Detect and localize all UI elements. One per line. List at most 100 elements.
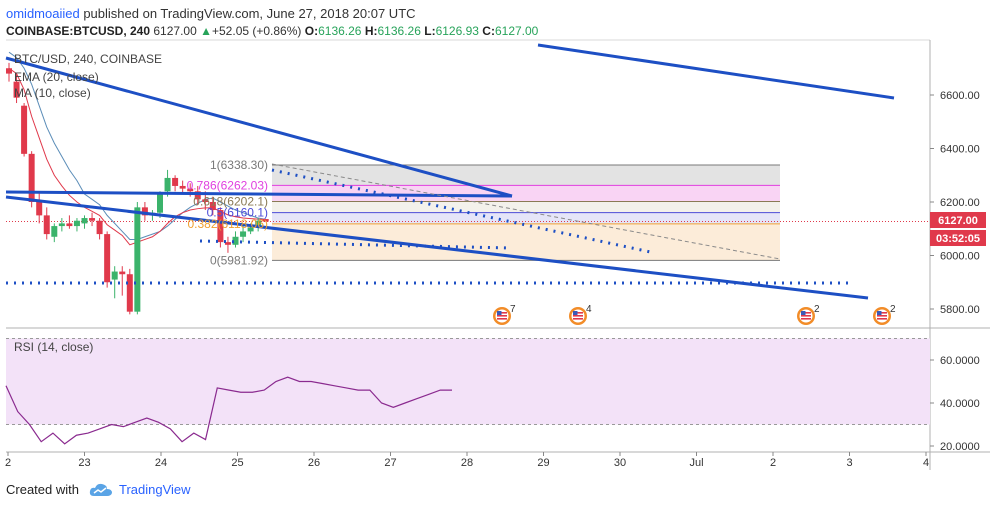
candle-body xyxy=(51,226,58,237)
countdown-tag xyxy=(930,230,986,246)
last-price-tag xyxy=(930,212,986,228)
flag-stripe xyxy=(877,312,887,314)
candle-body xyxy=(172,177,179,186)
event-badges[interactable]: 7 4 2 2 xyxy=(493,304,896,325)
candle-body xyxy=(134,207,141,312)
flag-stripe xyxy=(877,315,887,317)
time-tick-label: Jul xyxy=(689,457,703,469)
open-label: O: xyxy=(304,24,319,38)
high-value: 6136.26 xyxy=(377,24,421,38)
flag-stripe xyxy=(801,312,811,314)
candle-body xyxy=(28,153,35,202)
candle-body xyxy=(111,271,118,280)
fib-zone xyxy=(272,201,780,213)
time-tick-label: 2 xyxy=(770,457,776,469)
rsi-line xyxy=(5,376,452,445)
low-value: 6126.93 xyxy=(435,24,479,38)
time-tick-label: 26 xyxy=(308,457,320,469)
tradingview-brand-link[interactable]: TradingView xyxy=(118,482,191,497)
ma-legend: MA (10, close) xyxy=(14,86,91,100)
open-value: 6136.26 xyxy=(318,24,362,38)
event-count: 2 xyxy=(814,304,820,315)
candle-body xyxy=(6,68,12,74)
fib-zone xyxy=(272,212,780,224)
rsi-legend: RSI (14, close) xyxy=(14,340,94,354)
candle-body xyxy=(43,215,50,235)
fib-trend-line xyxy=(271,163,781,260)
tradingview-cloud-icon xyxy=(89,483,112,496)
candle-body xyxy=(240,231,247,237)
trend-line-upper[interactable] xyxy=(5,56,513,198)
dotted-line-diagonal[interactable] xyxy=(271,168,656,255)
time-tick-label: 23 xyxy=(78,457,90,469)
economic-event-icon[interactable]: 2 xyxy=(797,304,820,325)
countdown-text: 03:52:05 xyxy=(936,233,980,245)
publish-header: omidmoaiied published on TradingView.com… xyxy=(6,4,416,24)
trend-line-top-right[interactable] xyxy=(537,43,895,100)
candle-body xyxy=(179,185,186,189)
close-value: 6127.00 xyxy=(494,24,539,38)
fib-labels: 1(6338.30) 0.786(6262.03) 0.618(6202.1)0.5… xyxy=(187,158,268,267)
time-tick-label: 25 xyxy=(231,457,243,469)
candle-body xyxy=(89,218,96,221)
high-label: H: xyxy=(364,24,378,38)
economic-event-icon[interactable]: 7 xyxy=(493,304,516,325)
price-tick-label: 6200.00 xyxy=(940,197,980,209)
price-change: +52.05 (+0.86%) xyxy=(212,24,302,38)
candle-body xyxy=(194,191,201,200)
flag-stripe xyxy=(801,315,811,317)
price-tick-label: 6400.00 xyxy=(940,144,980,156)
fib-zone xyxy=(272,165,780,186)
candle-body xyxy=(96,220,103,235)
last-price-tag-text: 6127.00 xyxy=(938,215,978,227)
candle-body xyxy=(21,105,28,154)
candle-body xyxy=(13,81,20,98)
price-tick-label: 5800.00 xyxy=(940,304,980,316)
candle-body xyxy=(141,207,148,216)
trend-line-lower[interactable] xyxy=(5,195,869,300)
low-label: L: xyxy=(424,24,436,38)
footer: Created with TradingView xyxy=(6,482,191,497)
event-count: 2 xyxy=(890,304,896,315)
flag-stripe xyxy=(573,315,583,317)
flag-stripe xyxy=(497,312,507,314)
fib-level-label: 1(6338.30) xyxy=(210,158,268,172)
candle-body xyxy=(202,199,209,202)
rsi-band xyxy=(6,338,930,425)
price-tick-label: 6000.00 xyxy=(940,251,980,263)
candle-body xyxy=(73,220,80,227)
candle-body xyxy=(232,236,239,245)
event-count: 4 xyxy=(586,304,592,315)
time-tick-label: 2 xyxy=(5,457,11,469)
author-link[interactable]: omidmoaiied xyxy=(6,6,80,21)
close-label: C: xyxy=(482,24,495,38)
flag-stripe xyxy=(801,318,811,320)
price-tick-label: 6600.00 xyxy=(940,90,980,102)
economic-event-icon[interactable]: 4 xyxy=(569,304,592,325)
rsi-axis: 60.0000 40.0000 20.0000 xyxy=(930,355,980,453)
candle-body xyxy=(217,210,224,243)
fib-zone xyxy=(272,223,780,261)
time-tick-label: 30 xyxy=(614,457,626,469)
time-tick-label: 29 xyxy=(537,457,549,469)
candle-body xyxy=(187,188,194,192)
candle-body xyxy=(164,177,171,192)
rsi-tick-label: 40.0000 xyxy=(940,398,980,410)
candle-body xyxy=(157,193,163,213)
flag-stripe xyxy=(497,318,507,320)
candle-body xyxy=(66,223,73,227)
symbol-label: COINBASE:BTCUSD, 240 xyxy=(6,24,151,38)
fib-retracement[interactable] xyxy=(272,164,780,261)
economic-event-icon[interactable]: 2 xyxy=(873,304,896,325)
candle-body xyxy=(224,242,231,245)
price-axis[interactable]: 6600.00 6400.00 6200.00 6000.00 5800.00 xyxy=(930,90,980,316)
time-axis[interactable]: 2 23 24 25 26 27 28 29 30 Jul 2 3 4 xyxy=(5,452,929,469)
flag-stripe xyxy=(573,312,583,314)
time-tick-label: 24 xyxy=(155,457,167,469)
trend-lines[interactable] xyxy=(5,43,895,300)
flag-canton xyxy=(877,311,882,315)
fib-level-label: 0.618(6202.1) xyxy=(193,194,268,208)
trend-line-horizontal[interactable] xyxy=(5,190,513,198)
flag-stripe xyxy=(573,318,583,320)
